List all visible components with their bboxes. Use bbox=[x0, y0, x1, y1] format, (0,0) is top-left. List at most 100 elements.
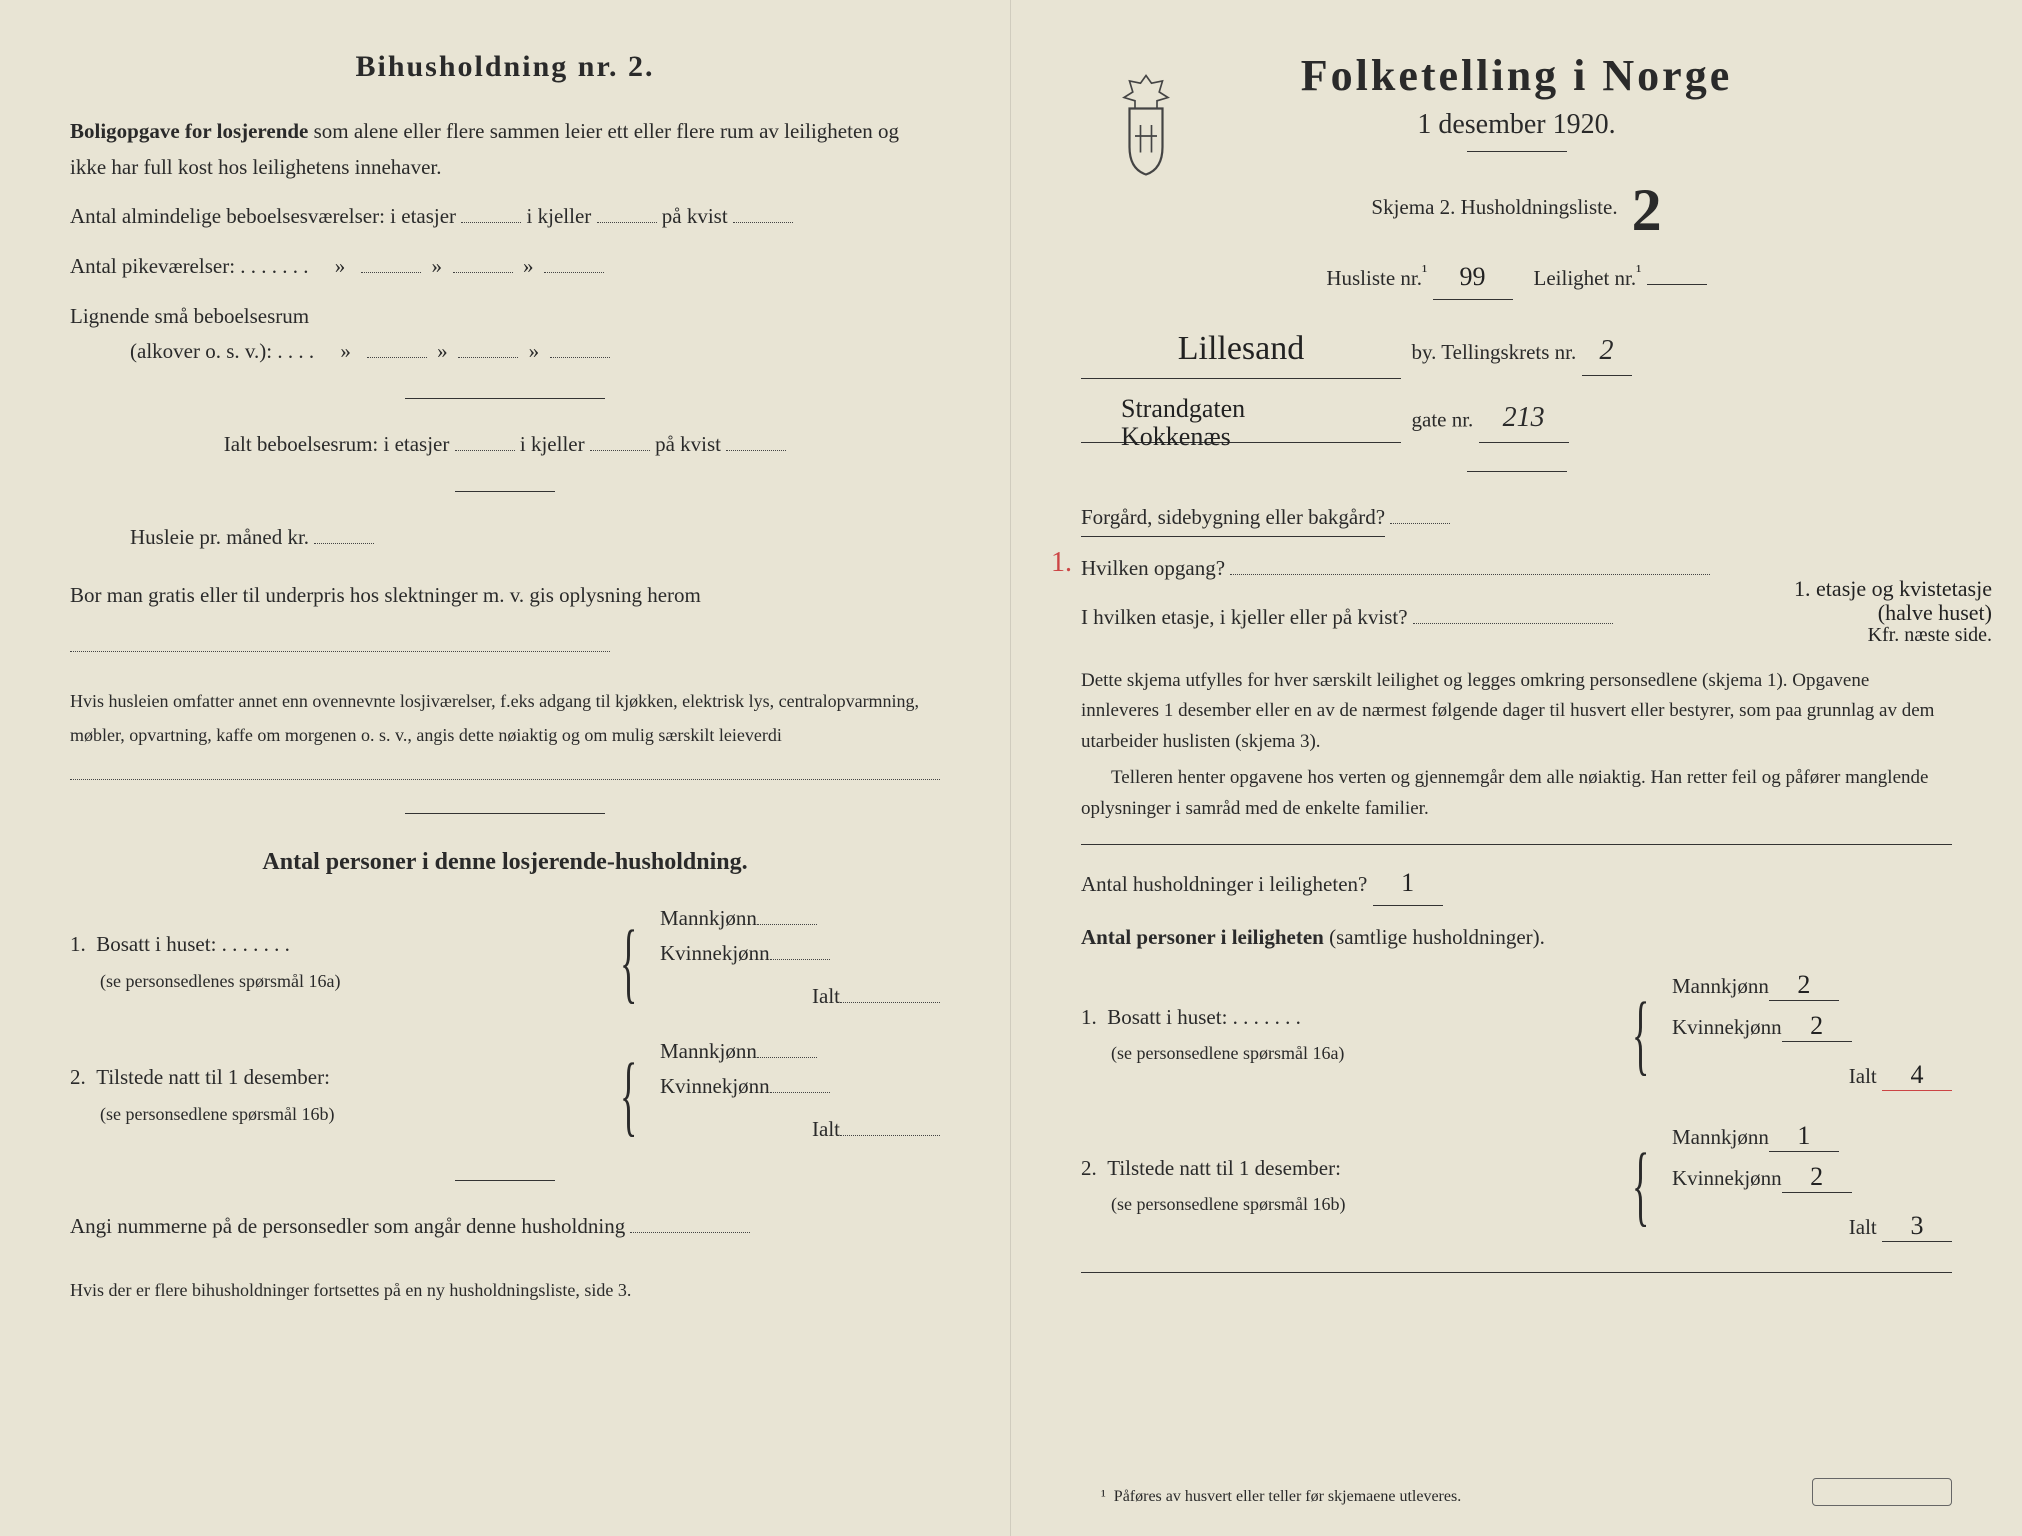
blank bbox=[1390, 523, 1450, 524]
antal-hush-value: 1 bbox=[1373, 861, 1443, 906]
footnote: ¹ Påføres av husvert eller teller før sk… bbox=[1101, 1488, 1461, 1506]
antal-pers-title: Antal personer i leiligheten bbox=[1081, 925, 1324, 949]
blank bbox=[590, 450, 650, 451]
coat-of-arms-icon bbox=[1101, 70, 1191, 180]
blank bbox=[314, 543, 374, 544]
b-mann-value: 2 bbox=[1769, 970, 1839, 1001]
blank bbox=[597, 222, 657, 223]
divider-full bbox=[1081, 1272, 1952, 1273]
skjema-label: Skjema 2. Husholdningsliste. bbox=[1371, 195, 1617, 219]
antal-pers-title-row: Antal personer i leiligheten (samtlige h… bbox=[1081, 920, 1952, 956]
date-subtitle: 1 desember 1920. bbox=[1081, 109, 1952, 141]
blank bbox=[455, 450, 515, 451]
divider bbox=[455, 491, 555, 492]
r-ialt-label: Ialt bbox=[1849, 1064, 1877, 1088]
etasje-row: I hvilken etasje, i kjeller eller på kvi… bbox=[1081, 600, 1952, 636]
left-page: Bihusholdning nr. 2. Boligopgave for los… bbox=[0, 0, 1011, 1536]
husliste-row: Husliste nr.¹ 99 Leilighet nr.¹ bbox=[1081, 255, 1952, 300]
kvist-label2: på kvist bbox=[655, 432, 721, 456]
by-row: Lillesand by. Tellingskrets nr. 2 bbox=[1081, 320, 1952, 379]
forgard-label: Forgård, sidebygning eller bakgård? bbox=[1081, 500, 1385, 537]
tilstede-label: Tilstede natt til 1 desember: bbox=[96, 1065, 330, 1089]
kjeller-label2: i kjeller bbox=[520, 432, 585, 456]
kvinne-label2: Kvinnekjønn bbox=[660, 1074, 770, 1098]
t-ialt-value: 3 bbox=[1882, 1211, 1952, 1242]
lignende-row2: (alkover o. s. v.): . . . . » » » bbox=[130, 334, 940, 370]
ialt-label2: Ialt bbox=[812, 1117, 840, 1141]
husliste-value: 99 bbox=[1433, 255, 1513, 300]
bor-gratis-row: Bor man gratis eller til underpris hos s… bbox=[70, 570, 940, 671]
by-value: Lillesand bbox=[1081, 320, 1401, 379]
antal-alm-label: Antal almindelige beboelsesværelser: i e… bbox=[70, 204, 456, 228]
pike-label: Antal pikeværelser: . . . . . . . bbox=[70, 254, 309, 278]
r-bosatt-label: Bosatt i huset: . . . . . . . bbox=[1107, 1005, 1301, 1029]
blank bbox=[1413, 623, 1613, 624]
leilighet-label: Leilighet nr. bbox=[1534, 266, 1637, 290]
antal-alm-row: Antal almindelige beboelsesværelser: i e… bbox=[70, 199, 940, 235]
gate-value-wrap: Strandgaten Kokkenæs bbox=[1081, 393, 1401, 443]
divider bbox=[1467, 151, 1567, 152]
kvinne-label: Kvinnekjønn bbox=[660, 941, 770, 965]
blank bbox=[361, 272, 421, 273]
bor-gratis-text: Bor man gratis eller til underpris hos s… bbox=[70, 583, 701, 607]
gate-row: Strandgaten Kokkenæs gate nr. 213 bbox=[1081, 393, 1952, 443]
husliste-label: Husliste nr. bbox=[1326, 266, 1422, 290]
antal-hush-label: Antal husholdninger i leiligheten? bbox=[1081, 872, 1367, 896]
footnote-ref2: ¹ bbox=[1636, 261, 1641, 281]
blank bbox=[630, 1232, 750, 1233]
angi-text: Angi nummerne på de personsedler som ang… bbox=[70, 1214, 625, 1238]
pike-row: Antal pikeværelser: . . . . . . . » » » bbox=[70, 249, 940, 285]
brace-icon: { bbox=[1632, 1150, 1649, 1222]
r-tilstede-note: (se personsedlene spørsmål 16b) bbox=[1111, 1194, 1345, 1214]
alkover-label: (alkover o. s. v.): . . . . bbox=[130, 339, 314, 363]
divider bbox=[455, 1180, 555, 1181]
gate-label: gate nr. bbox=[1412, 407, 1474, 431]
antal-hush-row: Antal husholdninger i leiligheten? 1 bbox=[1081, 861, 1952, 906]
instructions2: Telleren henter opgavene hos verten og g… bbox=[1081, 763, 1952, 824]
lignende-row1: Lignende små beboelsesrum bbox=[70, 299, 940, 335]
kjeller-label: i kjeller bbox=[527, 204, 592, 228]
blank bbox=[726, 450, 786, 451]
brace-icon: { bbox=[1632, 999, 1649, 1071]
blank bbox=[1230, 574, 1710, 575]
blank bbox=[367, 357, 427, 358]
footnote-ref: ¹ bbox=[1422, 261, 1427, 281]
gate-hand2: Kokkenæs bbox=[1121, 415, 1231, 459]
skjema-row: Skjema 2. Husholdningsliste. 2 bbox=[1081, 176, 1952, 245]
antal-pers-sub: (samtlige husholdninger). bbox=[1324, 925, 1545, 949]
mann-label: Mannkjønn bbox=[660, 906, 757, 930]
divider bbox=[405, 398, 605, 399]
blank bbox=[1647, 284, 1707, 285]
instructions1: Dette skjema utfylles for hver særskilt … bbox=[1081, 666, 1952, 757]
ialt-label: Ialt bbox=[812, 984, 840, 1008]
red-annotation: 1. bbox=[1051, 547, 1072, 579]
r-bosatt-note: (se personsedlene spørsmål 16a) bbox=[1111, 1043, 1344, 1063]
right-page: Folketelling i Norge 1 desember 1920. Sk… bbox=[1011, 0, 2022, 1536]
intro-bold: Boligopgave for losjerende bbox=[70, 119, 308, 143]
main-title: Folketelling i Norge bbox=[1081, 50, 1952, 101]
angi-row: Angi nummerne på de personsedler som ang… bbox=[70, 1209, 940, 1245]
r-bosatt-group: 1. Bosatt i huset: . . . . . . . (se per… bbox=[1081, 970, 1952, 1101]
gate-nr-value: 213 bbox=[1479, 394, 1569, 443]
ialt-beb-label: Ialt beboelsesrum: i etasjer bbox=[224, 432, 450, 456]
bosatt-label: Bosatt i huset: . . . . . . . bbox=[96, 932, 290, 956]
r-tilstede-group: 2. Tilstede natt til 1 desember: (se per… bbox=[1081, 1121, 1952, 1252]
divider-full bbox=[1081, 844, 1952, 845]
r-kvinne-label2: Kvinnekjønn bbox=[1672, 1166, 1782, 1190]
mann-label2: Mannkjønn bbox=[660, 1039, 757, 1063]
etasje-hand3: Kfr. næste side. bbox=[1868, 618, 1992, 652]
t-mann-value: 1 bbox=[1769, 1121, 1839, 1152]
intro-paragraph: Boligopgave for losjerende som alene ell… bbox=[70, 114, 940, 185]
divider bbox=[405, 813, 605, 814]
b-ialt-value: 4 bbox=[1882, 1060, 1952, 1091]
husleie-row: Husleie pr. måned kr. bbox=[130, 520, 940, 556]
r-mann-label2: Mannkjønn bbox=[1672, 1125, 1769, 1149]
blank bbox=[757, 1057, 817, 1058]
blank bbox=[70, 651, 610, 652]
skjema-big-num: 2 bbox=[1632, 177, 1662, 243]
blank bbox=[458, 357, 518, 358]
r-ialt-label2: Ialt bbox=[1849, 1215, 1877, 1239]
left-title: Bihusholdning nr. 2. bbox=[70, 50, 940, 84]
r-kvinne-label: Kvinnekjønn bbox=[1672, 1015, 1782, 1039]
by-label: by. Tellingskrets nr. bbox=[1412, 340, 1577, 364]
